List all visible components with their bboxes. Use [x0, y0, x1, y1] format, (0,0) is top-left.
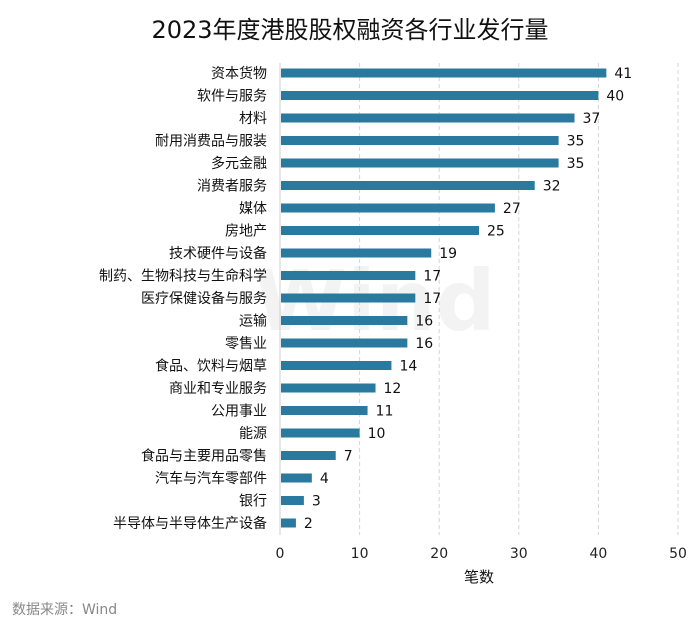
chart-title: 2023年度港股股权融资各行业发行量: [151, 16, 548, 44]
bar: [281, 113, 575, 123]
category-label: 软件与服务: [197, 89, 267, 105]
data-label: 32: [543, 179, 561, 195]
data-label: 35: [567, 156, 585, 172]
category-label: 食品与主要用品零售: [141, 448, 267, 465]
category-label: 多元金融: [211, 155, 267, 172]
category-label: 医疗保健设备与服务: [141, 290, 267, 307]
x-tick-label: 20: [430, 546, 448, 562]
data-label: 14: [399, 359, 417, 375]
x-axis: 0 10 20 30 40 50: [276, 546, 687, 562]
category-label: 媒体: [239, 201, 267, 217]
data-label: 11: [376, 404, 394, 420]
category-label: 能源: [239, 426, 267, 442]
bar: [281, 136, 559, 145]
x-tick-label: 0: [276, 546, 285, 562]
data-label: 3: [312, 494, 321, 510]
bar: [281, 271, 416, 280]
data-label: 35: [567, 134, 585, 150]
data-label: 4: [320, 471, 329, 487]
bar: [281, 181, 535, 190]
x-tick-label: 30: [510, 546, 528, 562]
bar: [281, 473, 312, 483]
data-label: 7: [344, 449, 353, 465]
x-axis-title: 笔数: [464, 568, 494, 586]
bar: [281, 361, 392, 370]
bar: [281, 158, 559, 168]
bar: [281, 451, 336, 460]
data-label: 40: [606, 89, 624, 105]
x-tick-label: 50: [669, 546, 687, 562]
bar: [281, 496, 304, 505]
data-label: 27: [503, 201, 521, 217]
category-label: 商业和专业服务: [169, 381, 267, 397]
category-label: 公用事业: [211, 404, 267, 420]
data-label: 41: [614, 66, 632, 82]
bar: [281, 518, 296, 528]
data-label: 17: [423, 291, 441, 307]
category-label: 耐用消费品与服装: [155, 134, 267, 150]
data-label: 37: [583, 111, 601, 127]
data-label: 12: [384, 381, 402, 397]
category-label: 银行: [239, 494, 267, 510]
category-label: 房地产: [225, 224, 267, 240]
x-tick-label: 10: [351, 546, 369, 562]
bar: [281, 316, 408, 325]
bar: [281, 293, 416, 303]
category-label: 材料: [239, 111, 267, 127]
bar: [281, 248, 432, 258]
bar: [281, 406, 368, 415]
data-label: 25: [487, 224, 505, 240]
data-label: 17: [423, 269, 441, 285]
source-note: 数据来源：Wind: [12, 602, 117, 618]
data-label: 10: [368, 426, 386, 442]
bar: [281, 383, 376, 393]
category-label: 汽车与汽车零部件: [155, 470, 267, 487]
x-tick-label: 40: [589, 546, 607, 562]
bar: [281, 203, 495, 213]
category-label: 技术硬件与设备: [169, 245, 267, 262]
category-label: 运输: [239, 314, 267, 330]
category-label: 食品、饮料与烟草: [155, 358, 267, 375]
bar: [281, 91, 599, 100]
bar: [281, 226, 479, 235]
data-label: 16: [415, 336, 433, 352]
data-label: 19: [439, 246, 457, 262]
category-label: 零售业: [225, 336, 267, 352]
data-label: 2: [304, 516, 313, 532]
category-label: 资本货物: [211, 65, 267, 82]
bar: [281, 428, 360, 438]
category-label: 制药、生物科技与生命科学: [99, 268, 267, 285]
bar: [281, 68, 607, 78]
data-label: 16: [415, 314, 433, 330]
category-label: 半导体与半导体生产设备: [113, 515, 267, 532]
bar: [281, 338, 408, 348]
category-label: 消费者服务: [197, 179, 267, 195]
